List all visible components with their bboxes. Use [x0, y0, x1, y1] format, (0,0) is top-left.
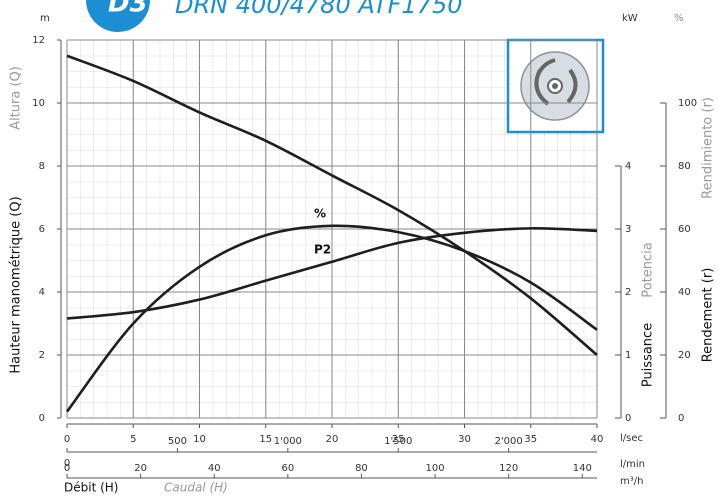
- x3-tick-label: 140: [573, 463, 592, 474]
- y3-unit: %: [674, 13, 684, 24]
- y2-tick-label: 2: [625, 287, 631, 298]
- y3-tick-label: 60: [678, 224, 691, 235]
- y-tick-label: 12: [32, 35, 45, 46]
- x3-tick-label: 120: [499, 463, 518, 474]
- badge: [86, 0, 150, 32]
- x-tick-label: 5: [130, 434, 136, 445]
- x3-tick-label: 20: [134, 463, 147, 474]
- y-tick-label: 4: [39, 287, 45, 298]
- curve: [65, 224, 598, 413]
- x2-tick-label: 500: [168, 436, 187, 447]
- x2-tick-label: 1'500: [384, 436, 412, 447]
- y-tick-label: 0: [39, 413, 45, 424]
- curve-label: %: [314, 206, 326, 220]
- y2-label: Puissance: [641, 323, 656, 387]
- x-tick-label: 10: [193, 434, 206, 445]
- y-tick-label: 2: [39, 350, 45, 361]
- x3-tick-label: 40: [208, 463, 221, 474]
- y3-label: Rendement (r): [701, 268, 716, 363]
- x3-tick-label: 80: [355, 463, 368, 474]
- curve-label: P2: [314, 242, 331, 256]
- y3-tick-label: 0: [678, 413, 684, 424]
- x3-tick-label: 60: [281, 463, 294, 474]
- y2-tick-label: 0: [625, 413, 631, 424]
- x2-tick-label: 1'000: [274, 436, 302, 447]
- impeller-icon: [506, 38, 605, 134]
- x-tick-label: 0: [64, 434, 70, 445]
- y3-tick-label: 20: [678, 350, 691, 361]
- y-tick-label: 8: [39, 161, 45, 172]
- y3-tick-label: 40: [678, 287, 691, 298]
- y3-tick-label: 80: [678, 161, 691, 172]
- y2-tick-label: 1: [625, 350, 631, 361]
- x-label: Débit (H): [64, 481, 118, 495]
- x2-unit: l/min: [620, 459, 645, 470]
- y2-unit: kW: [622, 13, 638, 24]
- x-tick-label: 30: [458, 434, 471, 445]
- x-label-alt: Caudal (H): [164, 481, 228, 495]
- y-unit: m: [40, 13, 50, 24]
- x3-tick-label: 0: [64, 463, 70, 474]
- y-tick-label: 6: [39, 224, 45, 235]
- x-tick-label: 20: [326, 434, 339, 445]
- x2-tick-label: 2'000: [495, 436, 523, 447]
- y2-tick-label: 4: [625, 161, 631, 172]
- chart-title: DRN 400/4780 ATF1750: [175, 0, 463, 19]
- y-label-alt: Altura (Q): [9, 66, 24, 130]
- y2-tick-label: 3: [625, 224, 631, 235]
- x3-unit: m³/h: [620, 476, 643, 487]
- y3-tick-label: 100: [678, 98, 697, 109]
- x2-tick-label: 0: [64, 458, 70, 469]
- y3-label-alt: Rendimiento (r): [701, 97, 716, 199]
- badge-text: D3: [108, 0, 148, 19]
- y-tick-label: 10: [32, 98, 45, 109]
- x-tick-label: 35: [524, 434, 537, 445]
- x-tick-label: 15: [259, 434, 272, 445]
- x-tick-label: 40: [591, 434, 604, 445]
- x-unit: l/sec: [620, 433, 643, 444]
- curve: [66, 54, 598, 356]
- y2-label-alt: Potencia: [641, 242, 656, 297]
- y-label: Hauteur manométrique (Q): [9, 196, 24, 373]
- x3-tick-label: 100: [426, 463, 445, 474]
- x-tick-label: 25: [392, 434, 405, 445]
- curve: [66, 227, 598, 320]
